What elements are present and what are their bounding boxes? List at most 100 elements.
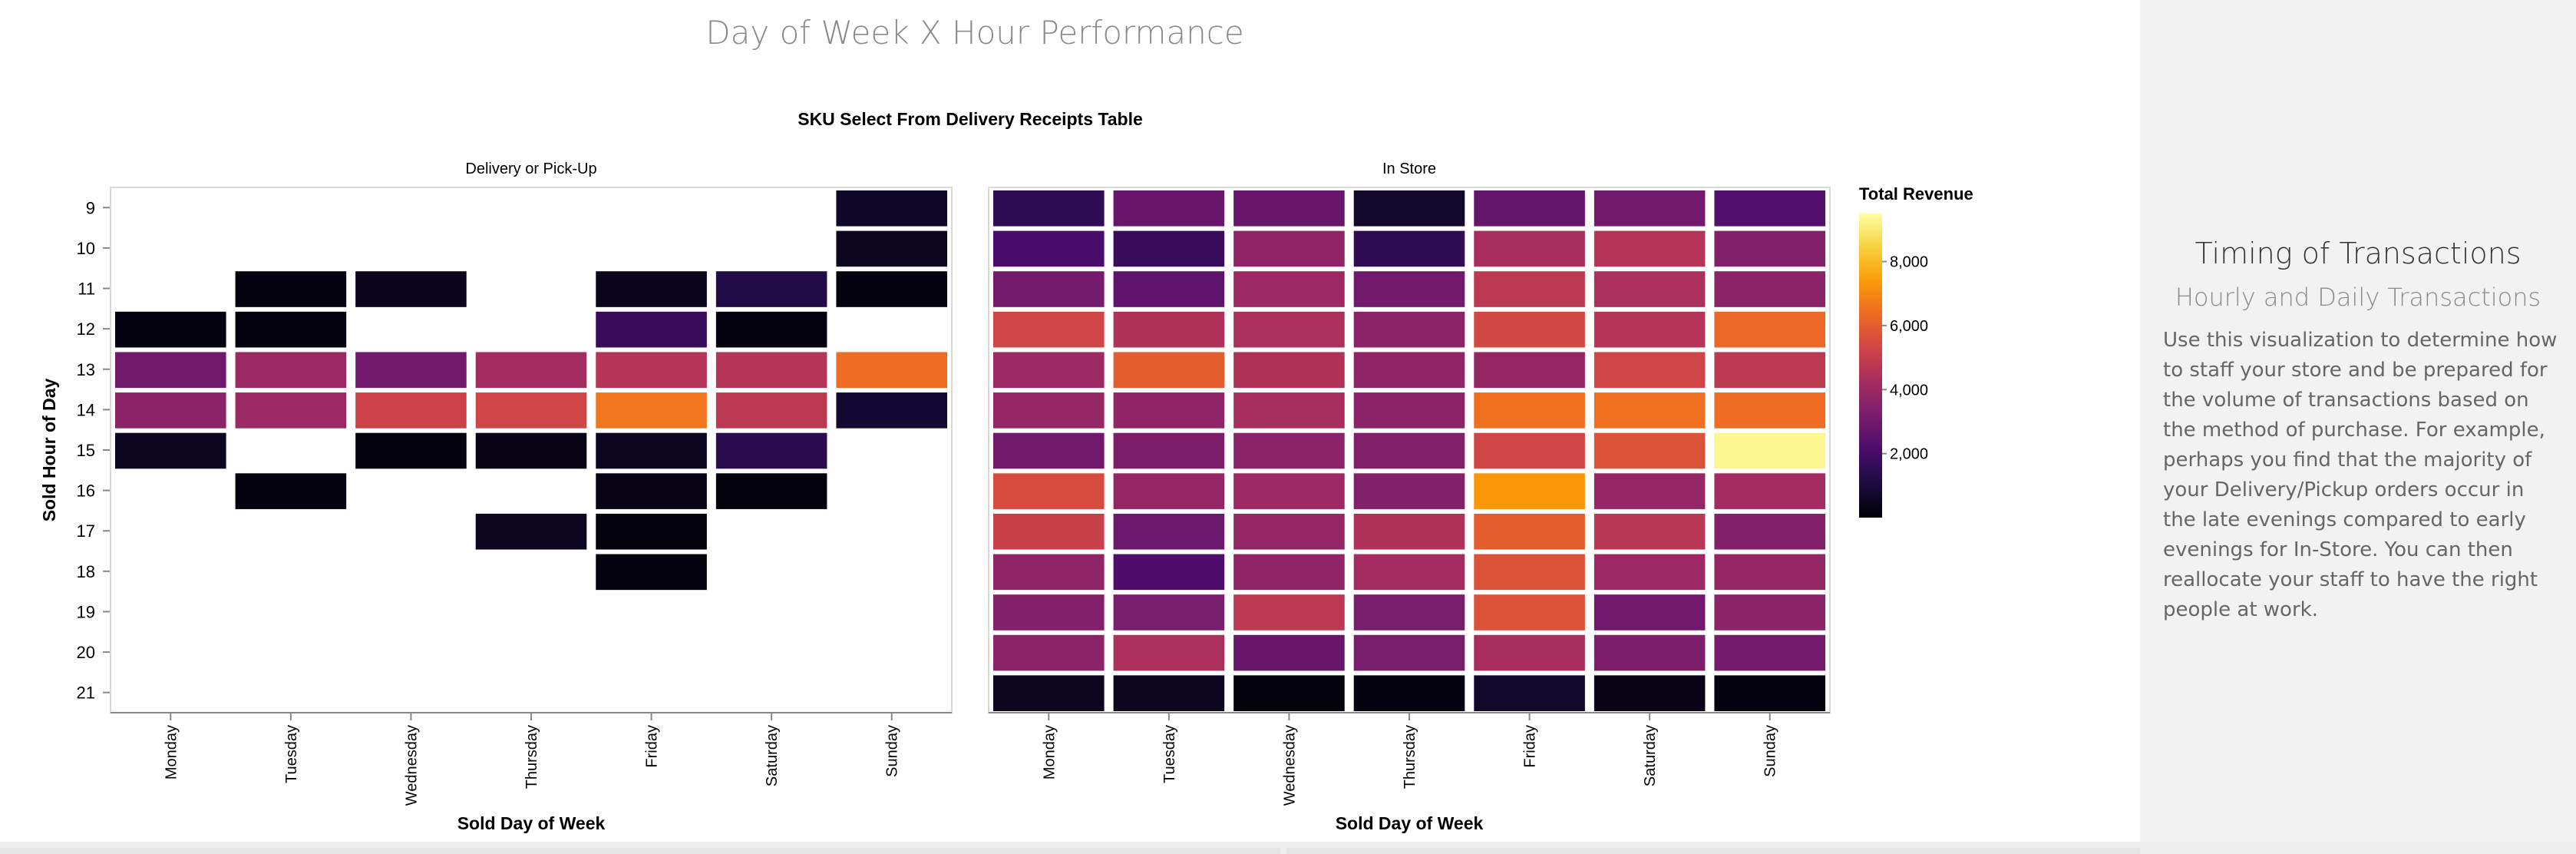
heatmap-cell[interactable] bbox=[1593, 513, 1706, 550]
heatmap-cell[interactable] bbox=[1714, 594, 1825, 631]
heatmap-cell[interactable] bbox=[355, 271, 467, 307]
heatmap-cell[interactable] bbox=[115, 311, 226, 348]
heatmap-cell[interactable] bbox=[1714, 352, 1825, 389]
heatmap-cell[interactable] bbox=[1353, 352, 1465, 389]
heatmap-cell[interactable] bbox=[1353, 311, 1465, 348]
heatmap-cell[interactable] bbox=[993, 634, 1105, 671]
heatmap-cell[interactable] bbox=[993, 473, 1105, 509]
heatmap-cell[interactable] bbox=[596, 271, 707, 307]
heatmap-cell[interactable] bbox=[1474, 594, 1585, 631]
heatmap-cell[interactable] bbox=[993, 513, 1105, 550]
heatmap-cell[interactable] bbox=[596, 392, 707, 429]
heatmap-cell[interactable] bbox=[1113, 675, 1225, 711]
heatmap-cell[interactable] bbox=[1593, 675, 1706, 711]
heatmap-cell[interactable] bbox=[993, 594, 1105, 631]
heatmap-cell[interactable] bbox=[1714, 432, 1825, 469]
heatmap-cell[interactable] bbox=[1474, 271, 1585, 307]
heatmap-cell[interactable] bbox=[1234, 594, 1345, 631]
scrollbar-track-right[interactable] bbox=[1286, 848, 2140, 854]
heatmap-cell[interactable] bbox=[1714, 230, 1825, 267]
heatmap-cell[interactable] bbox=[1593, 230, 1706, 267]
heatmap-cell[interactable] bbox=[355, 392, 467, 429]
heatmap-cell[interactable] bbox=[1234, 513, 1345, 550]
heatmap-cell[interactable] bbox=[1474, 432, 1585, 469]
heatmap-cell[interactable] bbox=[1234, 230, 1345, 267]
heatmap-cell[interactable] bbox=[596, 473, 707, 509]
heatmap-cell[interactable] bbox=[235, 271, 347, 307]
heatmap-cell[interactable] bbox=[355, 432, 467, 469]
heatmap-cell[interactable] bbox=[596, 311, 707, 348]
heatmap-cell[interactable] bbox=[1714, 634, 1825, 671]
heatmap-cell[interactable] bbox=[1353, 432, 1465, 469]
heatmap-cell[interactable] bbox=[1593, 352, 1706, 389]
heatmap-cell[interactable] bbox=[1593, 634, 1706, 671]
heatmap-cell[interactable] bbox=[1234, 554, 1345, 591]
heatmap-cell[interactable] bbox=[1113, 352, 1225, 389]
heatmap-cell[interactable] bbox=[1113, 513, 1225, 550]
heatmap-cell[interactable] bbox=[993, 554, 1105, 591]
heatmap-cell[interactable] bbox=[1113, 432, 1225, 469]
heatmap-cell[interactable] bbox=[1353, 473, 1465, 509]
heatmap-cell[interactable] bbox=[596, 352, 707, 389]
heatmap-cell[interactable] bbox=[1234, 473, 1345, 509]
heatmap-cell[interactable] bbox=[1234, 634, 1345, 671]
heatmap-cell[interactable] bbox=[715, 432, 827, 469]
heatmap-cell[interactable] bbox=[1593, 271, 1706, 307]
heatmap-cell[interactable] bbox=[1353, 634, 1465, 671]
heatmap-cell[interactable] bbox=[1234, 675, 1345, 711]
heatmap-cell[interactable] bbox=[1714, 554, 1825, 591]
heatmap-cell[interactable] bbox=[1474, 634, 1585, 671]
heatmap-cell[interactable] bbox=[836, 271, 947, 307]
heatmap-cell[interactable] bbox=[1714, 392, 1825, 429]
heatmap-cell[interactable] bbox=[1593, 554, 1706, 591]
heatmap-cell[interactable] bbox=[1113, 271, 1225, 307]
heatmap-cell[interactable] bbox=[993, 675, 1105, 711]
heatmap-cell[interactable] bbox=[1593, 594, 1706, 631]
heatmap-cell[interactable] bbox=[1353, 554, 1465, 591]
heatmap-cell[interactable] bbox=[1714, 271, 1825, 307]
heatmap-cell[interactable] bbox=[715, 473, 827, 509]
heatmap-cell[interactable] bbox=[1593, 311, 1706, 348]
heatmap-cell[interactable] bbox=[1353, 675, 1465, 711]
heatmap-cell[interactable] bbox=[1113, 392, 1225, 429]
heatmap-cell[interactable] bbox=[1234, 271, 1345, 307]
heatmap-cell[interactable] bbox=[475, 432, 587, 469]
heatmap-cell[interactable] bbox=[993, 190, 1105, 227]
heatmap-cell[interactable] bbox=[475, 513, 587, 550]
heatmap-cell[interactable] bbox=[596, 513, 707, 550]
heatmap-cell[interactable] bbox=[1474, 513, 1585, 550]
heatmap-cell[interactable] bbox=[1714, 190, 1825, 227]
heatmap-cell[interactable] bbox=[993, 432, 1105, 469]
heatmap-cell[interactable] bbox=[1593, 392, 1706, 429]
heatmap-cell[interactable] bbox=[993, 230, 1105, 267]
heatmap-cell[interactable] bbox=[993, 311, 1105, 348]
heatmap-cell[interactable] bbox=[1234, 392, 1345, 429]
heatmap-cell[interactable] bbox=[715, 392, 827, 429]
heatmap-cell[interactable] bbox=[115, 352, 226, 389]
heatmap-cell[interactable] bbox=[1234, 352, 1345, 389]
heatmap-cell[interactable] bbox=[1474, 311, 1585, 348]
heatmap-cell[interactable] bbox=[1234, 311, 1345, 348]
heatmap-cell[interactable] bbox=[1593, 432, 1706, 469]
heatmap-cell[interactable] bbox=[1714, 311, 1825, 348]
scrollbar-track-left[interactable] bbox=[0, 848, 1280, 854]
heatmap-cell[interactable] bbox=[715, 271, 827, 307]
heatmap-cell[interactable] bbox=[355, 352, 467, 389]
heatmap-cell[interactable] bbox=[1474, 352, 1585, 389]
heatmap-cell[interactable] bbox=[1113, 473, 1225, 509]
heatmap-cell[interactable] bbox=[596, 432, 707, 469]
heatmap-cell[interactable] bbox=[115, 432, 226, 469]
heatmap-cell[interactable] bbox=[235, 311, 347, 348]
heatmap-cell[interactable] bbox=[836, 392, 947, 429]
heatmap-cell[interactable] bbox=[235, 473, 347, 509]
heatmap-cell[interactable] bbox=[836, 230, 947, 267]
heatmap-cell[interactable] bbox=[1474, 554, 1585, 591]
heatmap-cell[interactable] bbox=[1714, 675, 1825, 711]
heatmap-cell[interactable] bbox=[1353, 230, 1465, 267]
heatmap-cell[interactable] bbox=[1113, 594, 1225, 631]
heatmap-cell[interactable] bbox=[1593, 190, 1706, 227]
heatmap-cell[interactable] bbox=[1113, 634, 1225, 671]
heatmap-cell[interactable] bbox=[1353, 594, 1465, 631]
horizontal-scrollbar[interactable] bbox=[0, 842, 2576, 854]
heatmap-cell[interactable] bbox=[235, 352, 347, 389]
